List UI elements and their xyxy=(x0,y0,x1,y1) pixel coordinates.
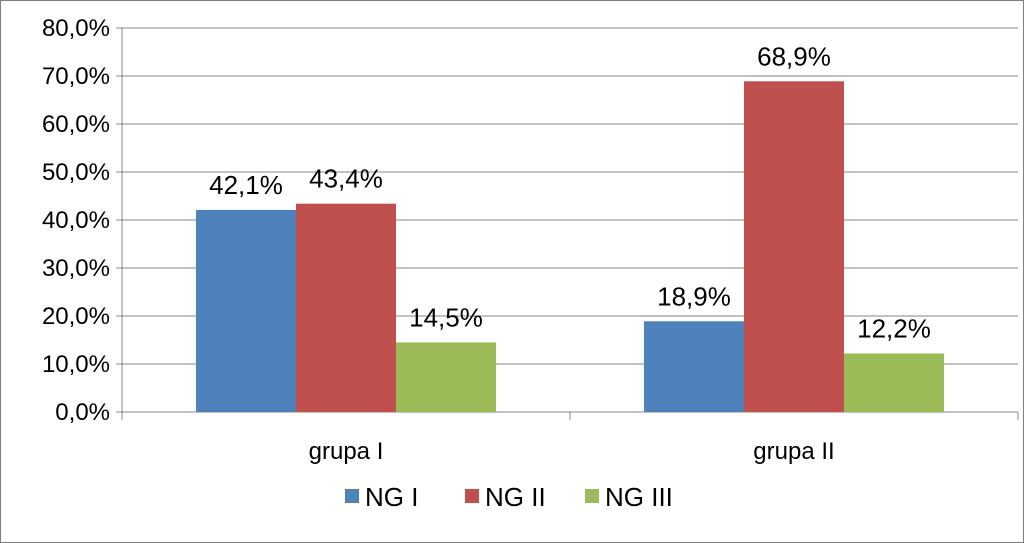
bar xyxy=(196,209,296,412)
axes: 0,0% 10,0% 20,0% 30,0% 40,0% 50,0% 60,0% 70,0% 8… xyxy=(42,15,1019,465)
legend-label: NG III xyxy=(605,482,673,512)
data-label: 68,9% xyxy=(757,41,831,71)
y-tick-label: 0,0% xyxy=(55,399,110,426)
legend-label: NG I xyxy=(365,482,418,512)
legend-label: NG II xyxy=(485,482,546,512)
data-label: 14,5% xyxy=(409,302,483,332)
data-label: 12,2% xyxy=(857,313,931,343)
bar xyxy=(844,353,944,412)
y-tick-label: 60,0% xyxy=(42,111,110,138)
y-tick-label: 40,0% xyxy=(42,207,110,234)
y-tick-label: 50,0% xyxy=(42,159,110,186)
bar xyxy=(644,321,744,412)
legend-swatch xyxy=(585,489,599,503)
y-tick-label: 80,0% xyxy=(42,15,110,42)
x-category-label: grupa II xyxy=(753,438,834,465)
y-tick-label: 70,0% xyxy=(42,63,110,90)
x-category-label: grupa I xyxy=(309,438,384,465)
bars xyxy=(196,81,944,412)
data-label: 18,9% xyxy=(657,281,731,311)
legend: NG I NG II NG III xyxy=(345,482,673,512)
y-tick-label: 20,0% xyxy=(42,303,110,330)
data-label: 42,1% xyxy=(209,170,283,200)
y-tick-label: 10,0% xyxy=(42,351,110,378)
data-label: 43,4% xyxy=(309,164,383,194)
legend-swatch xyxy=(345,489,359,503)
bar xyxy=(296,203,396,412)
bar xyxy=(396,342,496,412)
data-labels: 42,1% 43,4% 14,5% 18,9% 68,9% 12,2% xyxy=(209,41,931,343)
legend-swatch xyxy=(465,489,479,503)
y-tick-label: 30,0% xyxy=(42,255,110,282)
bar xyxy=(744,81,844,412)
